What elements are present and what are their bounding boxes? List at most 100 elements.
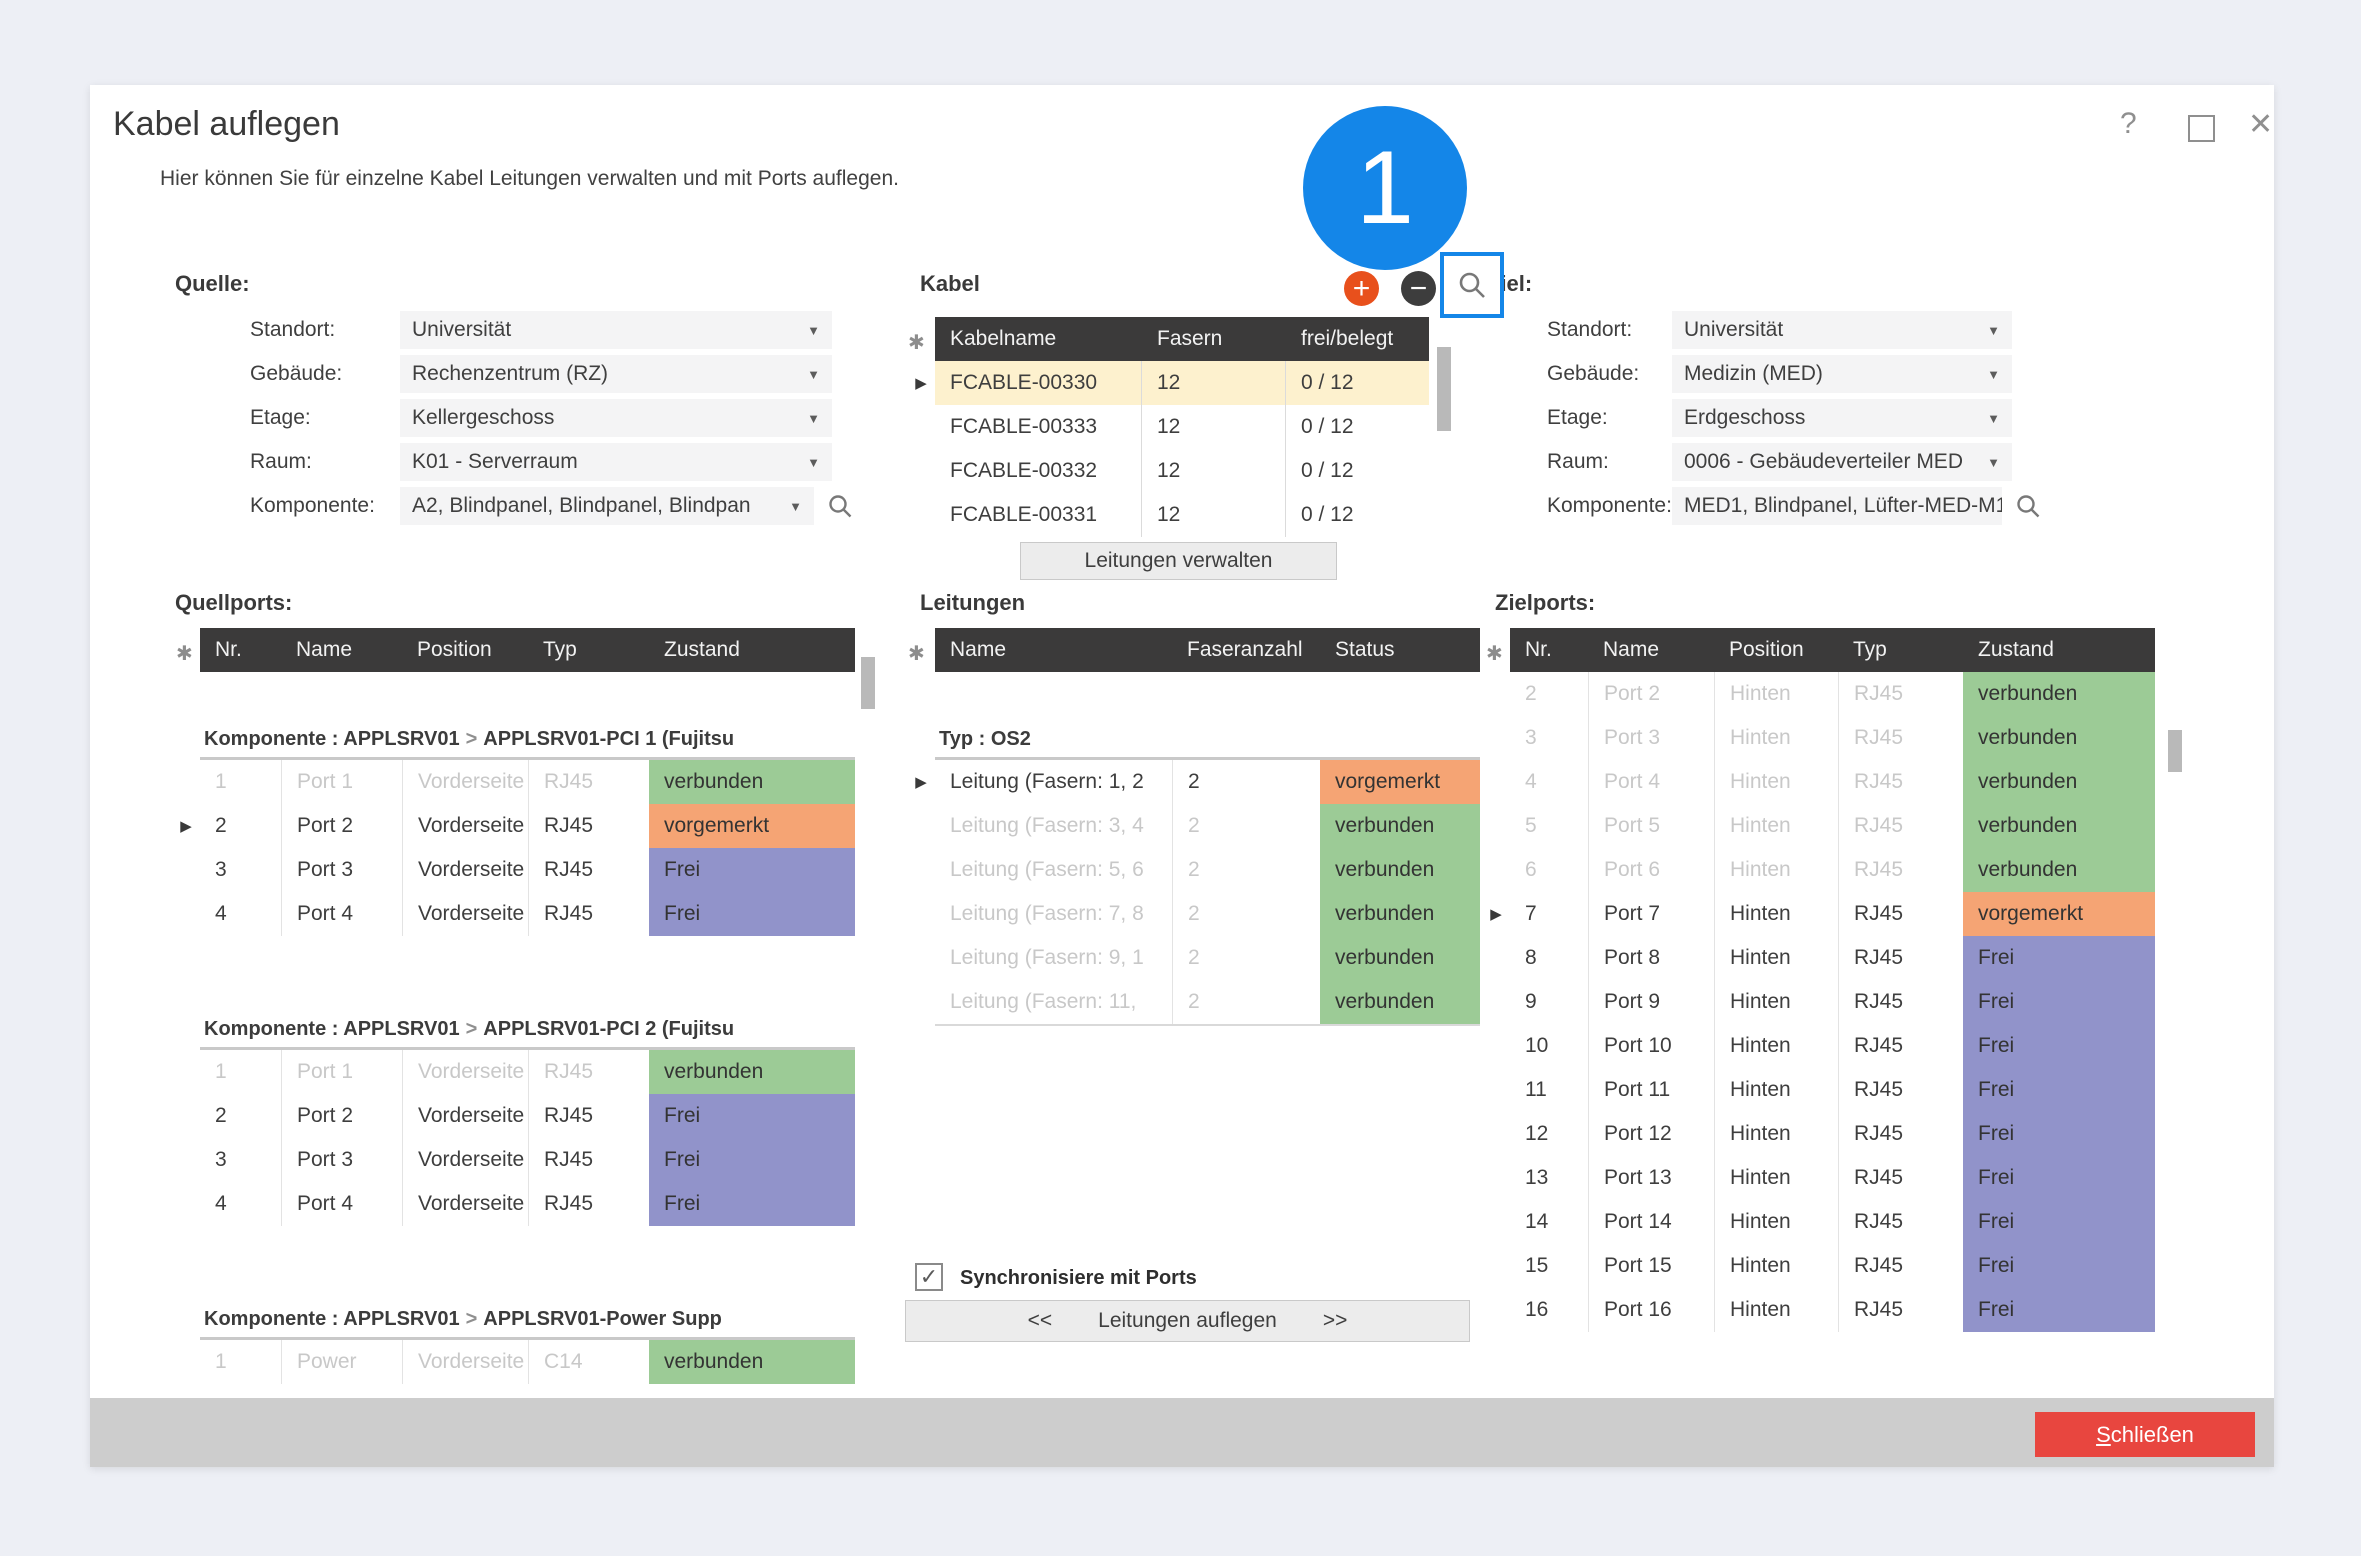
quelle-field-standort-dropdown[interactable]: Universität ▼ [400,311,832,349]
port-cell: 3 [1525,726,1537,749]
apply-button-label: Leitungen auflegen [1098,1309,1277,1332]
quelle-form-row: Gebäude: Rechenzentrum (RZ) ▼ [250,355,832,393]
quellports-scrollbar-thumb[interactable] [861,657,875,709]
maximize-icon[interactable] [2188,115,2215,142]
port-status-badge: verbunden [649,1050,855,1094]
quelle-field-label: Standort: [250,318,336,341]
port-row[interactable]: 12 Port 12 Hinten RJ45 Frei [1510,1112,2155,1156]
zielports-scrollbar-thumb[interactable] [2168,730,2182,772]
kabel-row[interactable]: ▶ FCABLE-00330 12 0 / 12 [915,361,1429,405]
port-row[interactable]: 2 Port 2 Hinten RJ45 verbunden [1510,672,2155,716]
port-row[interactable]: 9 Port 9 Hinten RJ45 Frei [1510,980,2155,1024]
port-cell: Vorderseite [402,1050,528,1094]
kabel-scrollbar-thumb[interactable] [1437,347,1451,431]
selected-row-arrow-icon: ▶ [915,774,927,791]
port-row[interactable]: ▶ 2 Port 2 Vorderseite RJ45 vorgemerkt [180,804,855,848]
add-cable-button[interactable]: + [1344,271,1379,306]
ziel-form-row: Gebäude: Medizin (MED) ▼ [1547,355,2012,393]
port-cell: RJ45 [1838,848,1963,892]
kabel-row[interactable]: FCABLE-00331 12 0 / 12 [935,493,1429,537]
port-row[interactable]: 6 Port 6 Hinten RJ45 verbunden [1510,848,2155,892]
port-status-badge: Frei [1963,1156,2155,1200]
leitung-cell: Leitung (Fasern: 9, 1 [950,946,1144,969]
ziel-field-etage-dropdown[interactable]: Erdgeschoss ▼ [1672,399,2012,437]
leitung-row[interactable]: ▶ Leitung (Fasern: 1, 2 2 vorgemerkt [915,760,1480,804]
port-cell: Port 1 [281,1050,402,1094]
leitung-row[interactable]: Leitung (Fasern: 3, 4 2 verbunden [935,804,1480,848]
port-row[interactable]: 13 Port 13 Hinten RJ45 Frei [1510,1156,2155,1200]
ziel-component-search-button[interactable] [2015,493,2041,519]
ziel-field-label: Raum: [1547,450,1609,473]
ziel-field-value: Universität [1684,318,1784,341]
port-row[interactable]: 3 Port 3 Vorderseite RJ45 Frei [200,1138,855,1182]
quelle-form-row: Raum: K01 - Serverraum ▼ [250,443,832,481]
port-row[interactable]: 3 Port 3 Hinten RJ45 verbunden [1510,716,2155,760]
quellports-group: Komponente : APPLSRV01 > APPLSRV01-PCI 1 (… [180,716,855,936]
port-cell: 3 [215,1148,227,1171]
leitung-row[interactable]: Leitung (Fasern: 11, 2 verbunden [935,980,1480,1024]
leitung-row[interactable]: Leitung (Fasern: 7, 8 2 verbunden [935,892,1480,936]
port-row[interactable]: 14 Port 14 Hinten RJ45 Frei [1510,1200,2155,1244]
leitung-cell: Leitung (Fasern: 1, 2 [950,770,1144,793]
leitung-cell: 2 [1172,760,1320,804]
port-row[interactable]: 4 Port 4 Vorderseite RJ45 Frei [200,892,855,936]
leitungen-heading: Leitungen [920,590,1026,615]
kabel-cell: 12 [1142,493,1286,537]
selected-row-arrow-icon: ▶ [180,818,192,835]
port-row[interactable]: 2 Port 2 Vorderseite RJ45 Frei [200,1094,855,1138]
quelle-field-value: A2, Blindpanel, Blindpanel, Blindpan [412,494,751,517]
port-row[interactable]: 8 Port 8 Hinten RJ45 Frei [1510,936,2155,980]
port-cell: Vorderseite [402,804,528,848]
ziel-field-komponente-dropdown[interactable]: MED1, Blindpanel, Lüfter-MED-M1,▼ [1672,487,2002,525]
quelle-field-raum-dropdown[interactable]: K01 - Serverraum ▼ [400,443,832,481]
ziel-form-row: Raum: 0006 - Gebäudeverteiler MED ▼ [1547,443,2012,481]
cable-search-button[interactable] [1440,252,1504,318]
port-row[interactable]: 5 Port 5 Hinten RJ45 verbunden [1510,804,2155,848]
port-status-badge: Frei [1963,1288,2155,1332]
help-icon[interactable]: ? [2120,107,2137,140]
sync-with-ports-checkbox[interactable]: ✓ [915,1263,943,1291]
port-row[interactable]: ▶ 7 Port 7 Hinten RJ45 vorgemerkt [1490,892,2155,936]
group-header: Komponente : APPLSRV01 > APPLSRV01-PCI 2 (… [200,1006,855,1050]
kabel-row[interactable]: FCABLE-00332 12 0 / 12 [935,449,1429,493]
leitung-row[interactable]: Leitung (Fasern: 9, 1 2 verbunden [935,936,1480,980]
quellports-column-header: Zustand [664,638,740,661]
port-cell: Hinten [1714,1200,1838,1244]
kabel-cell: 12 [1142,449,1286,493]
port-row[interactable]: 11 Port 11 Hinten RJ45 Frei [1510,1068,2155,1112]
remove-cable-button[interactable]: − [1401,271,1436,306]
leitungen-auflegen-button[interactable]: << Leitungen auflegen >> [905,1300,1470,1342]
quelle-component-search-button[interactable] [827,493,853,519]
port-cell: Hinten [1714,1244,1838,1288]
port-cell: 2 [215,814,227,837]
ziel-field-gebäude-dropdown[interactable]: Medizin (MED) ▼ [1672,355,2012,393]
port-row[interactable]: 16 Port 16 Hinten RJ45 Frei [1510,1288,2155,1332]
ziel-field-standort-dropdown[interactable]: Universität ▼ [1672,311,2012,349]
port-status-badge: verbunden [1963,804,2155,848]
selected-row-arrow-icon: ▶ [1490,906,1502,923]
port-row[interactable]: 15 Port 15 Hinten RJ45 Frei [1510,1244,2155,1288]
port-cell: Port 13 [1588,1156,1714,1200]
window-close-icon[interactable]: ✕ [2248,108,2274,141]
port-row[interactable]: 1 Port 1 Vorderseite RJ45 verbunden [200,1050,855,1094]
ziel-field-raum-dropdown[interactable]: 0006 - Gebäudeverteiler MED ▼ [1672,443,2012,481]
port-row[interactable]: 1 Port 1 Vorderseite RJ45 verbunden [200,760,855,804]
leitungen-verwalten-button[interactable]: Leitungen verwalten [1020,542,1337,580]
port-row[interactable]: 1 Power Vorderseite C14 verbunden [200,1340,855,1384]
group-component-label: Komponente : APPLSRV01 [204,728,460,750]
port-row[interactable]: 3 Port 3 Vorderseite RJ45 Frei [200,848,855,892]
port-cell: RJ45 [528,760,649,804]
ziel-field-label: Etage: [1547,406,1608,429]
group-component-label: Komponente : APPLSRV01 [204,1308,460,1330]
port-row[interactable]: 10 Port 10 Hinten RJ45 Frei [1510,1024,2155,1068]
kabel-row[interactable]: FCABLE-00333 12 0 / 12 [935,405,1429,449]
port-cell: Hinten [1714,1112,1838,1156]
quelle-field-gebäude-dropdown[interactable]: Rechenzentrum (RZ) ▼ [400,355,832,393]
leitung-row[interactable]: Leitung (Fasern: 5, 6 2 verbunden [935,848,1480,892]
port-row[interactable]: 4 Port 4 Vorderseite RJ45 Frei [200,1182,855,1226]
quelle-field-komponente-dropdown[interactable]: A2, Blindpanel, Blindpanel, Blindpan ▼ [400,487,814,525]
kabel-auflegen-dialog: Kabel auflegen Hier können Sie für einze… [90,85,2274,1467]
port-row[interactable]: 4 Port 4 Hinten RJ45 verbunden [1510,760,2155,804]
quelle-field-etage-dropdown[interactable]: Kellergeschoss ▼ [400,399,832,437]
